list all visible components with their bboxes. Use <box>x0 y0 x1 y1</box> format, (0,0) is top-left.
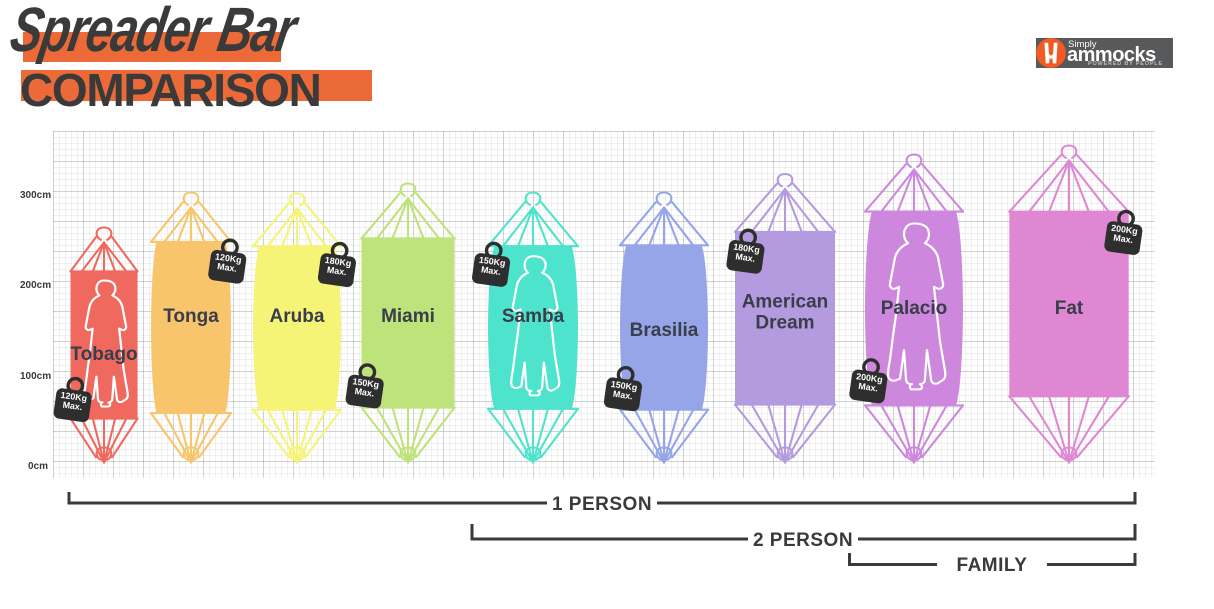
svg-text:American: American <box>742 292 829 313</box>
svg-text:Dream: Dream <box>755 312 814 333</box>
svg-text:Tobago: Tobago <box>70 344 137 365</box>
svg-text:Fat: Fat <box>1055 298 1084 319</box>
svg-text:Palacio: Palacio <box>881 298 948 319</box>
svg-text:Aruba: Aruba <box>270 306 325 327</box>
svg-text:Samba: Samba <box>502 306 565 327</box>
svg-text:Miami: Miami <box>381 306 435 327</box>
svg-text:Tonga: Tonga <box>163 306 219 327</box>
svg-text:Brasilia: Brasilia <box>630 320 699 341</box>
